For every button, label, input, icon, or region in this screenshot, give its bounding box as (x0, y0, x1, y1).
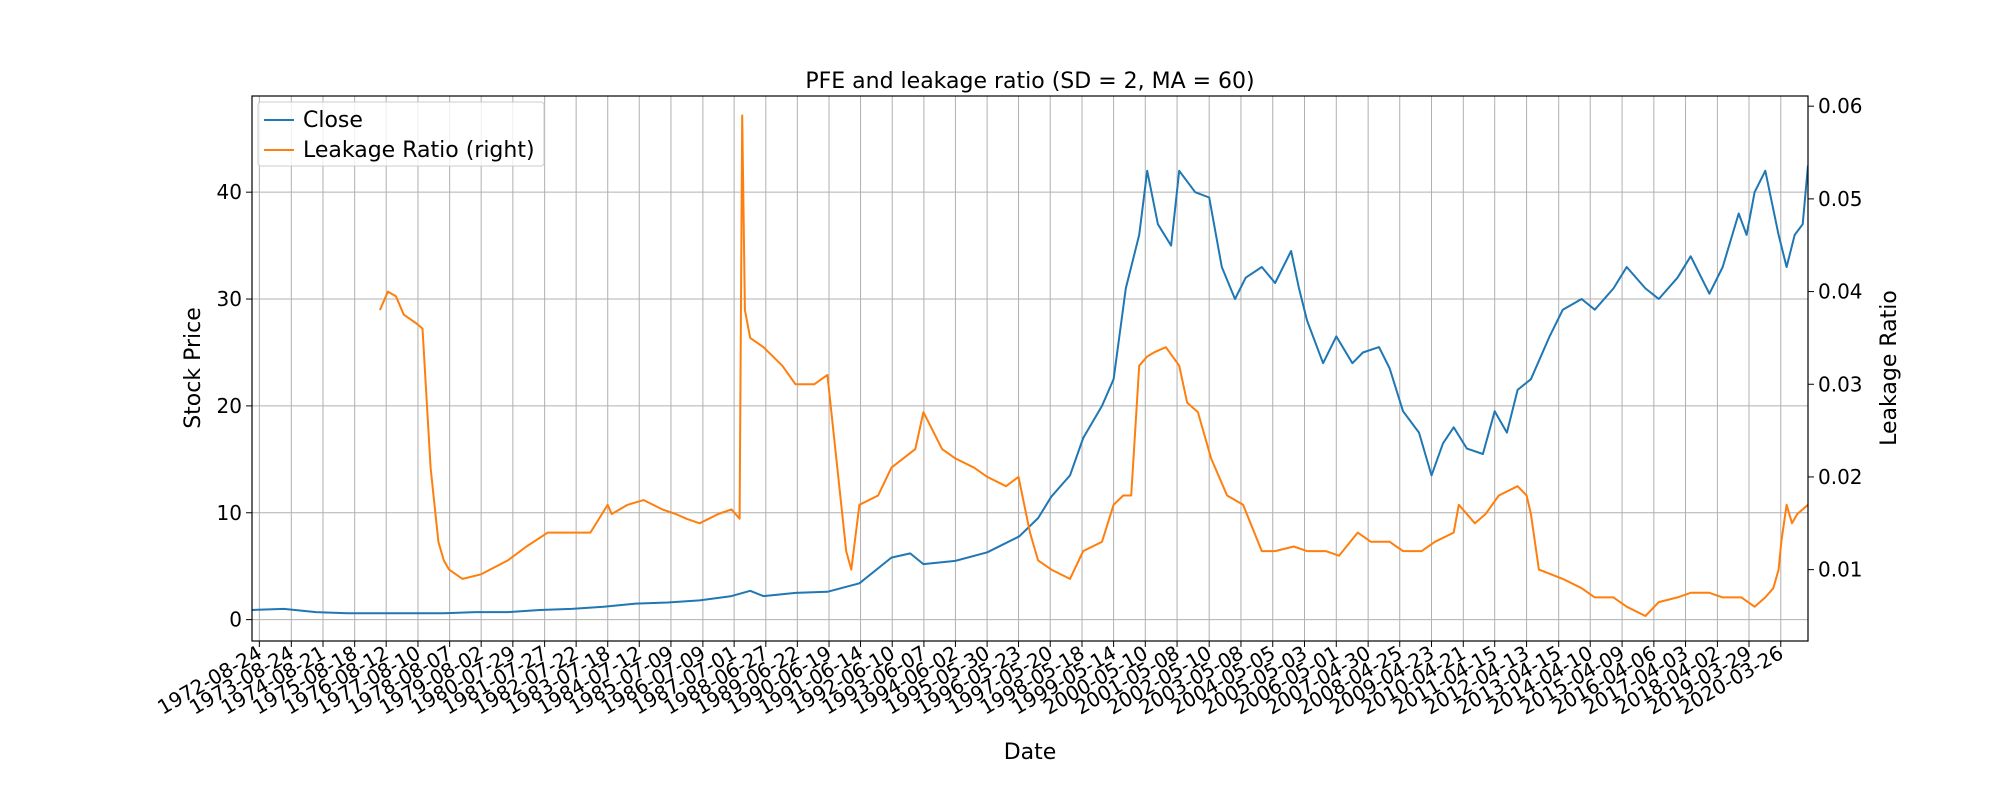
chart-title: PFE and leakage ratio (SD = 2, MA = 60) (805, 69, 1254, 94)
grid (252, 96, 1808, 641)
y-tick-label-right: 0.04 (1818, 280, 1863, 304)
y-axis-title-right: Leakage Ratio (1877, 290, 1902, 446)
y-axis-title-left: Stock Price (181, 307, 206, 429)
legend-label-leakage: Leakage Ratio (right) (303, 138, 535, 163)
x-axis-title: Date (1004, 740, 1057, 765)
y-tick-label-right: 0.05 (1818, 187, 1863, 211)
series-line-leakage-ratio (378, 114, 1808, 617)
series-layer (252, 114, 1808, 617)
y-tick-label-right: 0.02 (1818, 465, 1863, 489)
series-line-close (252, 165, 1808, 615)
y-tick-label-left: 40 (217, 180, 242, 204)
axes: 1972-08-241973-08-241974-08-211975-08-18… (153, 94, 1862, 719)
y-tick-label-left: 30 (217, 287, 242, 311)
y-tick-label-left: 10 (217, 501, 242, 525)
y-tick-label-right: 0.03 (1818, 372, 1863, 396)
y-tick-label-right: 0.06 (1818, 94, 1863, 118)
legend: Close Leakage Ratio (right) (257, 101, 545, 167)
y-tick-label-left: 20 (217, 394, 242, 418)
y-tick-label-right: 0.01 (1818, 558, 1863, 582)
y-tick-label-left: 0 (229, 608, 242, 632)
legend-box (257, 101, 545, 167)
plot-area (251, 95, 1809, 642)
legend-label-close: Close (303, 108, 363, 133)
